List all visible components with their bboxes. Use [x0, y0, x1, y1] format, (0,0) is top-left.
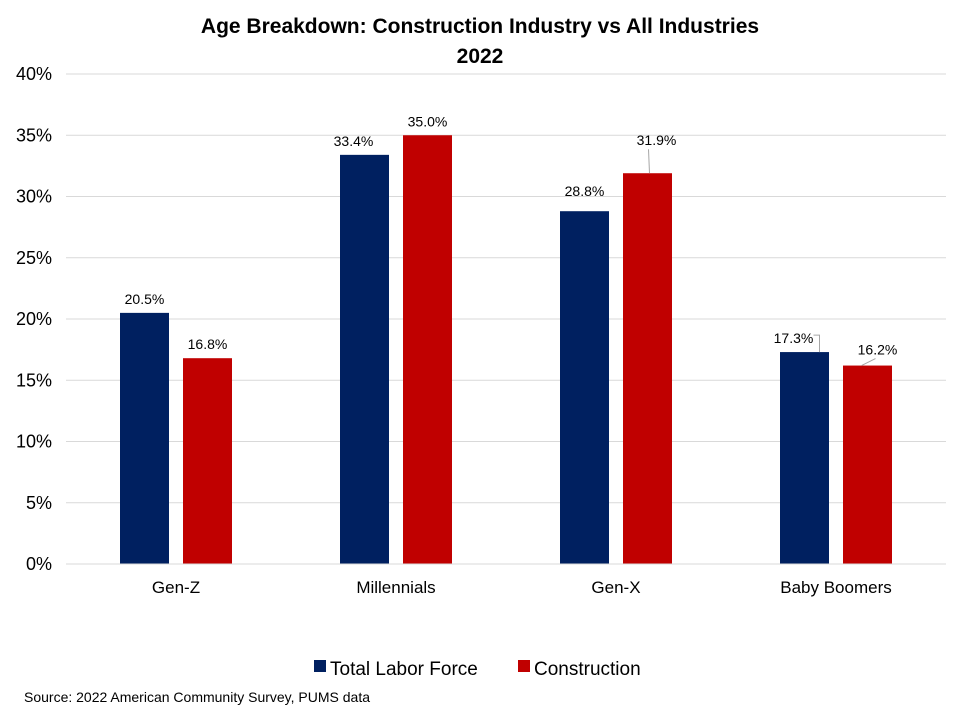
- leader-line: [813, 334, 820, 353]
- bar: [780, 352, 829, 564]
- category-label: Baby Boomers: [780, 578, 892, 597]
- leader-lines: [648, 149, 876, 366]
- legend-swatch: [518, 660, 530, 672]
- y-tick-label: 35%: [16, 125, 52, 145]
- source-note: Source: 2022 American Community Survey, …: [24, 689, 371, 705]
- bar: [183, 358, 232, 564]
- leader-line: [861, 358, 876, 366]
- legend-label: Construction: [534, 659, 641, 680]
- y-tick-label: 30%: [16, 187, 52, 207]
- y-tick-label: 20%: [16, 309, 52, 329]
- data-label: 20.5%: [125, 291, 165, 307]
- y-tick-label: 40%: [16, 64, 52, 84]
- data-label: 17.3%: [774, 330, 814, 346]
- y-tick-label: 10%: [16, 432, 52, 452]
- data-label: 31.9%: [637, 132, 677, 148]
- chart-title: Age Breakdown: Construction Industry vs …: [201, 15, 759, 38]
- data-label: 16.8%: [188, 336, 228, 352]
- y-tick-label: 5%: [26, 493, 52, 513]
- bar: [843, 365, 892, 564]
- legend-label: Total Labor Force: [330, 659, 478, 680]
- legend-swatch: [314, 660, 326, 672]
- bar: [403, 135, 452, 564]
- chart-subtitle: 2022: [457, 45, 504, 68]
- leader-line: [648, 149, 650, 174]
- y-axis-ticks: 0% 5% 10% 15% 20% 25% 30% 35% 40%: [16, 64, 52, 574]
- bar: [560, 211, 609, 564]
- x-axis: Gen-Z Millennials Gen-X Baby Boomers: [66, 563, 946, 597]
- category-label: Gen-Z: [152, 578, 200, 597]
- data-label: 33.4%: [334, 133, 374, 149]
- data-label: 28.8%: [565, 183, 605, 199]
- category-label: Gen-X: [591, 578, 640, 597]
- data-label: 35.0%: [408, 113, 448, 129]
- bars: [120, 135, 892, 564]
- data-label: 16.2%: [858, 342, 898, 358]
- data-labels: 20.5% 33.4% 28.8% 17.3% 16.8% 35.0% 31.9% 16.2%: [125, 113, 898, 357]
- y-tick-label: 0%: [26, 554, 52, 574]
- legend: Total Labor Force Construction: [314, 659, 641, 680]
- bar: [340, 154, 389, 564]
- bar: [120, 312, 169, 564]
- y-tick-label: 15%: [16, 370, 52, 390]
- category-label: Millennials: [356, 578, 435, 597]
- bar: [623, 173, 672, 564]
- y-tick-label: 25%: [16, 248, 52, 268]
